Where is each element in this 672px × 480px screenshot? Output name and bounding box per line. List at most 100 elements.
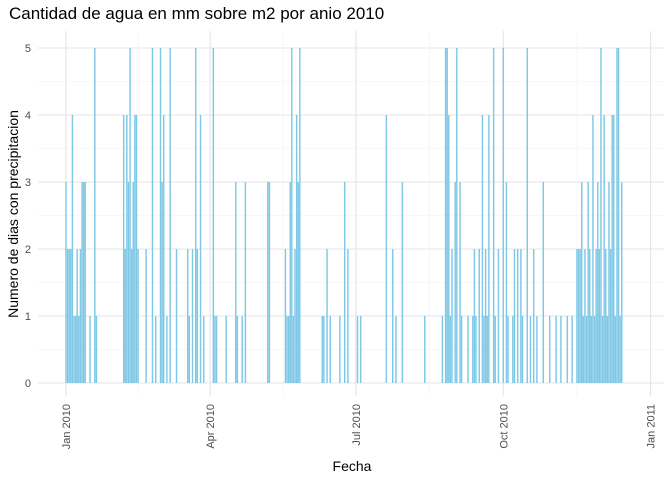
bar	[513, 249, 516, 383]
bar	[89, 316, 91, 383]
x-tick-label: Jul 2010	[351, 404, 363, 446]
bar	[560, 316, 562, 383]
bar	[289, 182, 291, 383]
bar	[621, 182, 623, 383]
bar	[292, 316, 295, 383]
bar	[74, 316, 77, 383]
x-axis-title: Fecha	[333, 458, 372, 474]
bar	[478, 249, 480, 383]
bar	[542, 182, 545, 383]
bar	[225, 316, 227, 383]
bar	[446, 48, 448, 383]
bar	[601, 316, 604, 383]
bar	[532, 249, 535, 383]
bar	[590, 316, 593, 383]
bar	[608, 182, 610, 383]
bar	[571, 316, 573, 383]
bar	[401, 182, 404, 383]
y-axis-title: Numero de dias con precipitacion	[5, 110, 21, 318]
bar	[162, 115, 165, 383]
bar	[456, 48, 458, 383]
bar	[130, 249, 133, 383]
bar	[483, 316, 485, 383]
x-tick-label: Apr 2010	[205, 404, 217, 449]
bar	[492, 48, 495, 383]
bar	[505, 182, 508, 383]
bar	[122, 115, 125, 383]
bar	[291, 48, 293, 383]
bar	[581, 182, 583, 383]
bar	[606, 316, 609, 383]
bar	[385, 115, 388, 383]
bar	[195, 48, 197, 383]
bar	[424, 316, 426, 383]
y-tick-label: 0	[25, 378, 31, 390]
bar	[611, 115, 613, 383]
bar	[584, 249, 586, 383]
y-tick-label: 3	[25, 177, 31, 189]
x-axis-ticks: Jan 2010 Apr 2010 Jul 2010 Oct 2010 Jan 2011	[61, 404, 658, 449]
bar	[536, 316, 538, 383]
bar	[484, 249, 487, 383]
bar	[459, 182, 461, 383]
bar	[299, 48, 301, 383]
bar	[582, 316, 585, 383]
bar	[507, 316, 509, 383]
bar	[454, 182, 456, 383]
bar	[94, 48, 96, 383]
bar	[132, 182, 134, 383]
bar	[188, 316, 191, 383]
bar	[145, 249, 147, 383]
bar	[597, 182, 599, 383]
bar	[166, 316, 168, 383]
bar	[444, 48, 447, 383]
bar	[134, 115, 136, 383]
bar	[475, 316, 477, 383]
bar	[84, 182, 86, 383]
bar	[79, 249, 82, 383]
bar	[592, 115, 594, 383]
bar	[529, 316, 532, 383]
bar	[605, 249, 607, 383]
y-tick-label: 4	[25, 110, 31, 122]
bar	[614, 316, 617, 383]
y-axis-ticks: 0 1 2 3 4 5	[25, 43, 31, 390]
bar	[619, 316, 621, 383]
bar	[448, 115, 450, 383]
bar	[577, 249, 580, 383]
bar	[268, 182, 271, 383]
bar	[587, 182, 589, 383]
bar	[613, 115, 615, 383]
bar	[126, 115, 128, 383]
y-tick-label: 1	[25, 311, 31, 323]
bar	[161, 182, 163, 383]
bar	[467, 316, 469, 383]
bar	[555, 316, 557, 383]
bar	[82, 182, 85, 383]
bar	[617, 48, 620, 383]
bar	[294, 249, 296, 383]
bar	[321, 316, 323, 383]
bar	[73, 316, 75, 383]
bar	[68, 249, 70, 383]
bar	[191, 249, 194, 383]
bar	[593, 316, 596, 383]
bar	[151, 48, 154, 383]
bar	[494, 316, 496, 383]
bar	[124, 249, 126, 383]
bar	[95, 316, 98, 383]
bar	[359, 316, 362, 383]
bar	[295, 115, 298, 383]
bar	[287, 316, 290, 383]
bar	[323, 316, 325, 383]
bar	[70, 249, 72, 383]
bar	[548, 316, 551, 383]
bar	[284, 249, 287, 383]
bar	[169, 48, 171, 383]
bar	[339, 316, 341, 383]
bar	[603, 115, 605, 383]
bar	[579, 249, 581, 383]
bar	[203, 316, 205, 383]
bar	[472, 316, 474, 383]
